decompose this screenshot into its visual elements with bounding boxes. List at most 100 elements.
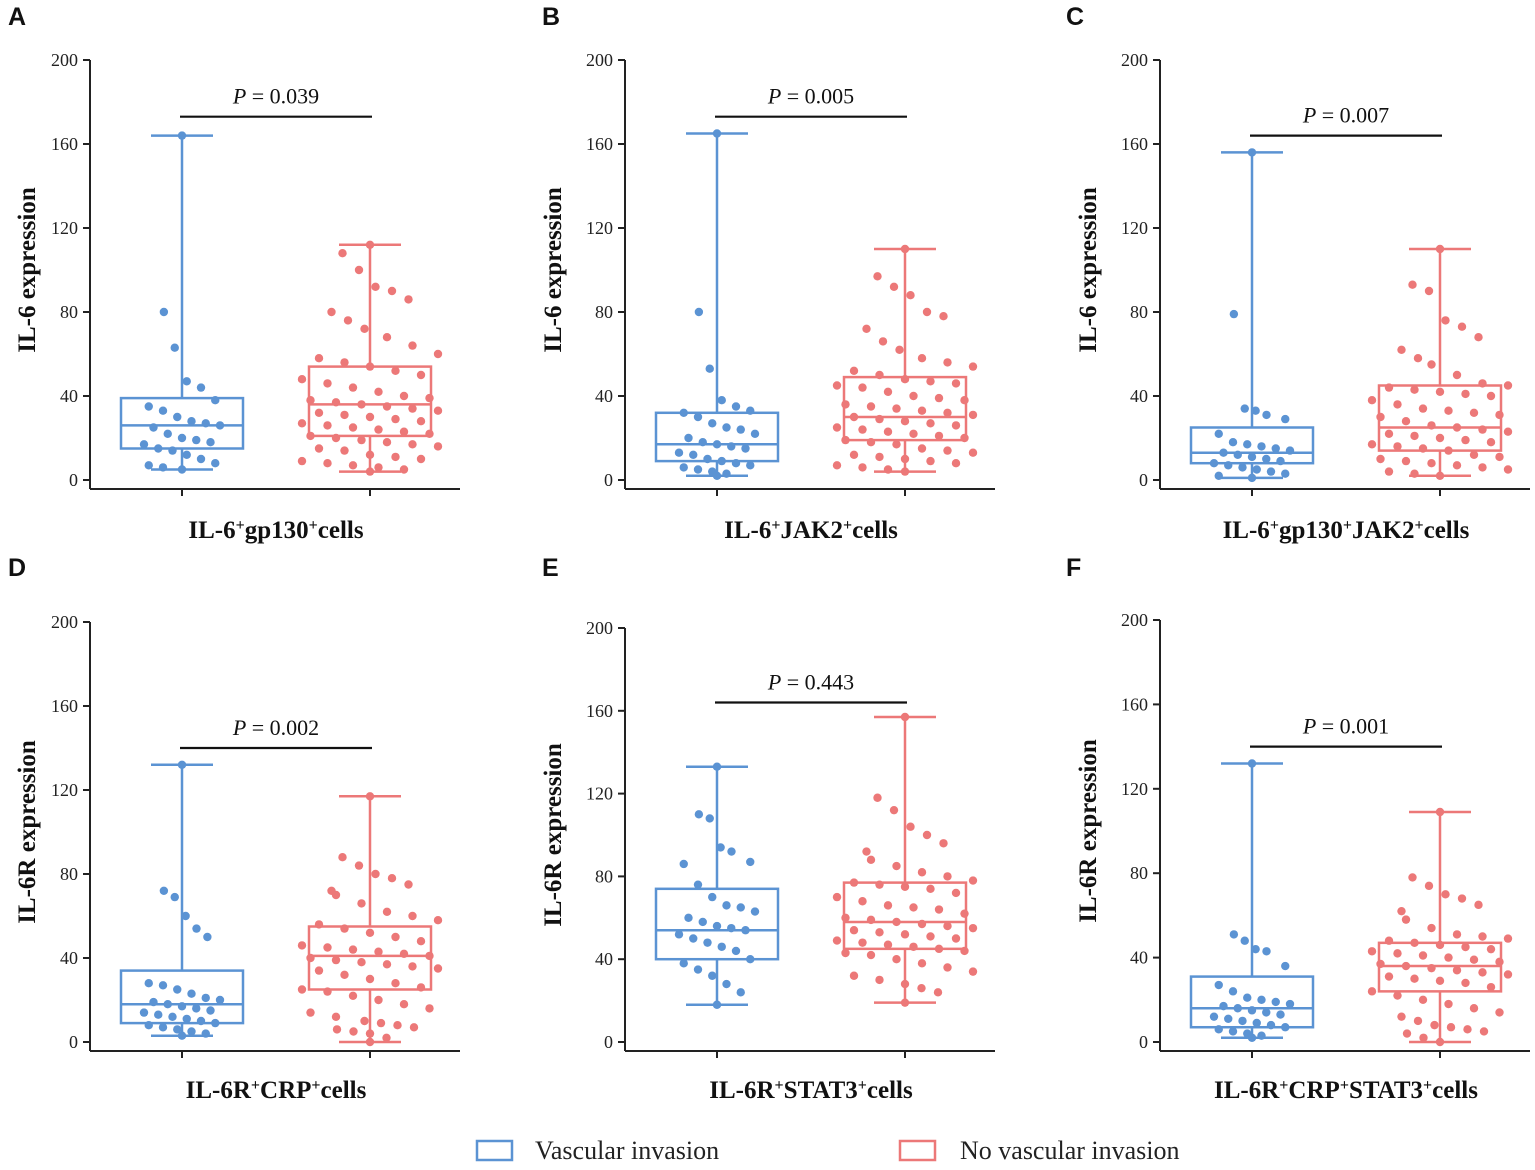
data-point	[741, 444, 750, 453]
data-point	[408, 911, 417, 921]
data-point	[849, 971, 859, 980]
data-point	[340, 358, 349, 367]
y-tick-label: 160	[586, 134, 613, 154]
data-point	[926, 377, 935, 386]
p-value-label: P = 0.002	[232, 715, 319, 740]
y-tick-label: 160	[586, 701, 613, 721]
data-point	[192, 1004, 201, 1013]
data-point	[374, 995, 383, 1005]
data-point	[1410, 938, 1419, 948]
data-point	[722, 901, 731, 910]
data-point	[883, 427, 893, 436]
data-point	[314, 354, 324, 363]
data-point	[1251, 406, 1260, 415]
p-value-label: P = 0.443	[767, 670, 854, 695]
data-point	[1418, 404, 1428, 413]
data-point	[365, 1037, 375, 1047]
data-point	[1393, 949, 1402, 958]
data-point	[314, 408, 324, 417]
data-point	[1410, 385, 1419, 394]
x-axis-label: IL-6R+CRP+cells	[186, 1077, 367, 1105]
data-point	[909, 903, 918, 912]
data-point	[1229, 930, 1239, 939]
data-point	[909, 391, 918, 401]
data-point	[144, 402, 153, 411]
data-point	[1262, 454, 1271, 464]
data-point	[934, 944, 944, 954]
data-point	[357, 958, 366, 967]
data-point	[832, 423, 842, 432]
data-point	[382, 907, 392, 916]
data-point	[1495, 1008, 1504, 1017]
box-iqr	[119, 396, 245, 450]
data-point	[900, 417, 910, 426]
data-point	[717, 396, 726, 405]
data-point	[943, 963, 952, 972]
panel-letter: B	[542, 3, 560, 31]
data-point	[1457, 894, 1467, 903]
data-point	[1247, 452, 1257, 462]
data-point	[173, 1025, 182, 1034]
y-tick-label: 40	[595, 386, 613, 406]
data-point	[705, 364, 714, 373]
data-point	[196, 383, 206, 392]
data-point	[173, 985, 182, 994]
data-point	[746, 461, 755, 470]
data-point	[408, 962, 417, 971]
data-point	[866, 855, 876, 865]
data-point	[382, 960, 392, 969]
data-point	[1276, 1010, 1285, 1019]
data-point	[182, 450, 191, 459]
data-point	[1214, 471, 1223, 480]
data-point	[297, 985, 307, 994]
data-point	[1397, 345, 1406, 354]
data-point	[382, 333, 392, 342]
data-point	[693, 412, 703, 422]
data-point	[391, 366, 400, 375]
data-point	[866, 915, 876, 925]
data-point	[323, 987, 332, 996]
data-point	[1444, 446, 1453, 455]
data-point	[331, 1012, 341, 1021]
data-point	[1435, 940, 1445, 950]
legend-swatch-no-vascular	[898, 1139, 937, 1162]
group-vascular	[119, 760, 245, 1058]
data-point	[340, 446, 349, 455]
data-point	[1486, 944, 1496, 954]
data-point	[1503, 465, 1513, 474]
data-point	[858, 425, 867, 434]
data-point	[163, 429, 172, 438]
data-point	[206, 438, 215, 447]
data-point	[1461, 978, 1470, 988]
data-point	[1214, 1025, 1223, 1034]
data-point	[1252, 465, 1261, 474]
data-point	[1252, 1018, 1261, 1028]
panel-letter: D	[8, 554, 26, 582]
data-point	[203, 932, 212, 942]
group-no-vascular	[297, 792, 443, 1058]
data-point	[314, 920, 324, 929]
data-point	[736, 903, 745, 912]
data-point	[693, 880, 703, 889]
data-point	[215, 421, 225, 430]
data-point	[1495, 957, 1504, 967]
data-point	[722, 469, 731, 478]
data-point	[951, 934, 961, 943]
data-point	[968, 967, 978, 976]
data-point	[1503, 970, 1513, 979]
data-point	[858, 463, 867, 472]
data-point	[939, 312, 948, 321]
data-point	[1410, 469, 1419, 478]
data-point	[297, 419, 307, 428]
y-tick-label: 40	[60, 386, 78, 406]
data-point	[365, 362, 375, 371]
group-vascular	[1189, 148, 1315, 496]
data-point	[365, 1029, 375, 1038]
y-tick-label: 160	[51, 134, 78, 154]
data-point	[1228, 987, 1238, 996]
data-point	[158, 1023, 168, 1032]
data-point	[679, 959, 688, 968]
data-point	[1408, 280, 1417, 289]
y-tick-label: 200	[586, 618, 613, 638]
data-point	[1418, 444, 1428, 453]
